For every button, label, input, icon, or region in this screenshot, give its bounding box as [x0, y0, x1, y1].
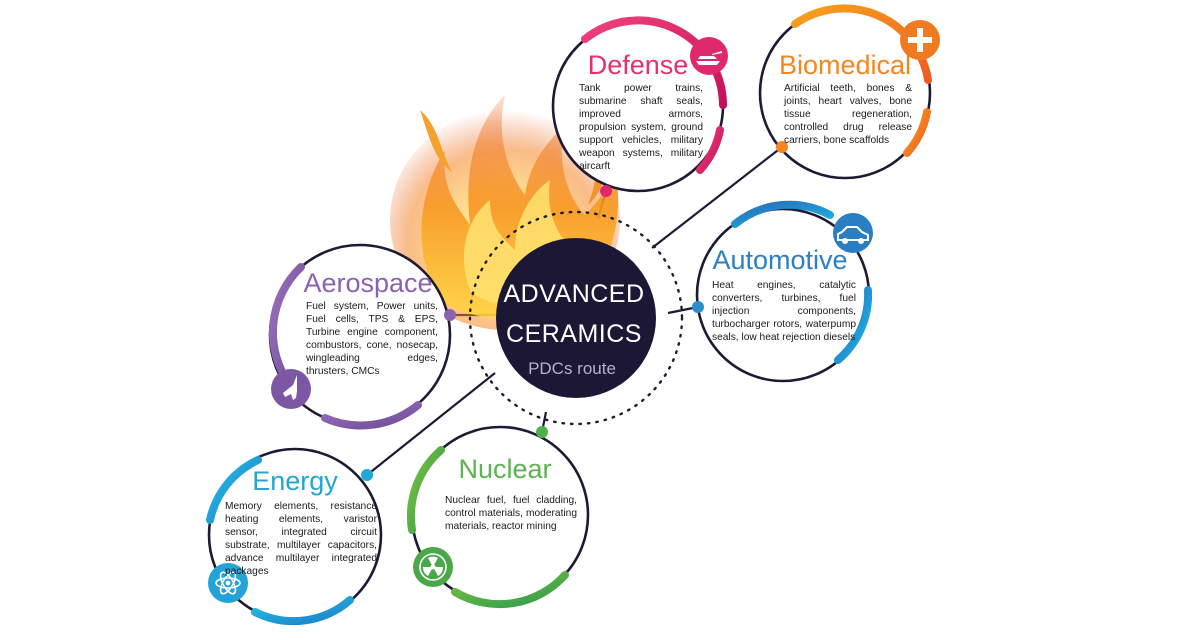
defense-title: Defense — [588, 50, 689, 80]
defense-arc-top — [581, 16, 727, 109]
energy-arc-bottom — [251, 596, 354, 626]
energy-text: Memory elements, resistance heating elem… — [225, 501, 377, 577]
center-subtitle: PDCs route — [528, 359, 616, 378]
aerospace-node-dot — [444, 309, 456, 321]
biomedical-title: Biomedical — [779, 50, 911, 80]
sector-nuclear: Nuclear — [406, 425, 590, 609]
nuclear-text: Nuclear fuel, fuel cladding, control mat… — [445, 495, 577, 532]
defense-node-dot — [600, 185, 612, 197]
biomedical-arc-right — [903, 108, 931, 157]
biomedical-node-dot — [776, 141, 788, 153]
center-node: ADVANCED CERAMICS PDCs route — [468, 210, 684, 426]
sector-automotive: Automotive — [692, 200, 873, 383]
defense-arc-right — [696, 126, 724, 174]
tank-icon — [690, 37, 728, 75]
sector-energy: Energy — [206, 447, 383, 626]
connector-biomedical — [651, 146, 783, 249]
nuclear-arc-left — [406, 446, 445, 534]
energy-node-dot — [361, 469, 373, 481]
sector-aerospace: Aerospace — [268, 243, 456, 430]
nuclear-node-dot — [536, 426, 548, 438]
aerospace-arc-bottom — [321, 401, 422, 430]
aerospace-arc-left — [268, 263, 305, 389]
shuttle-icon — [271, 369, 311, 409]
dotted-orbit — [468, 210, 684, 426]
aerospace-text: Fuel system, Power units, Fuel cells, TP… — [306, 301, 438, 377]
car-icon — [833, 213, 873, 253]
sector-defense: Defense — [551, 16, 728, 197]
center-title-line1: ADVANCED — [503, 280, 644, 308]
aerospace-title: Aerospace — [303, 268, 432, 298]
automotive-arc-right — [834, 286, 873, 364]
energy-arc-left — [206, 456, 262, 524]
automotive-node-dot — [692, 301, 704, 313]
automotive-arc-top — [731, 200, 834, 228]
center-title-line2: CERAMICS — [506, 320, 642, 348]
energy-title: Energy — [252, 466, 338, 496]
biomedical-text: Artificial teeth, bones & joints, heart … — [784, 83, 912, 146]
radiation-icon — [413, 547, 453, 587]
defense-text: Tank power trains, submarine shaft seals… — [579, 83, 703, 172]
atom-icon — [208, 563, 248, 603]
automotive-text: Heat engines, catalytic converters, turb… — [712, 280, 856, 343]
connector-energy — [366, 372, 496, 476]
center-disc — [496, 238, 656, 398]
nuclear-title: Nuclear — [458, 454, 551, 484]
sector-biomedical: Biomedical — [758, 4, 940, 180]
nuclear-arc-bottom — [451, 571, 569, 609]
plus-icon — [900, 20, 940, 60]
automotive-title: Automotive — [712, 245, 847, 275]
